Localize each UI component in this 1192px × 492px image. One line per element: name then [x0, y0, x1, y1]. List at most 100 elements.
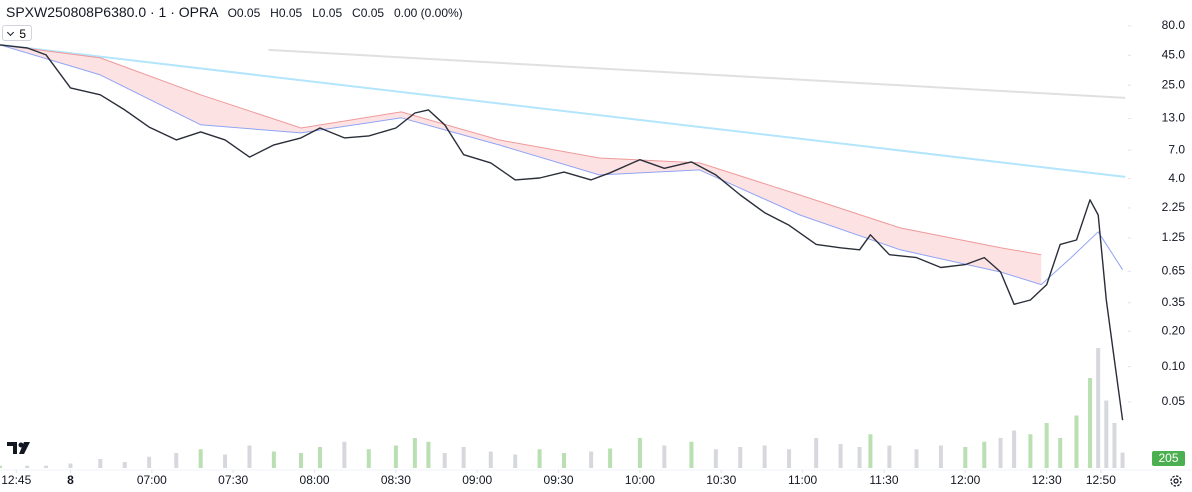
settings-icon[interactable] — [1170, 475, 1182, 487]
volume-bar — [1058, 438, 1063, 468]
ohlc-value: 0.05 — [360, 6, 385, 20]
x-tick-label: 12:00 — [950, 473, 980, 487]
x-tick-label: 8 — [67, 473, 74, 487]
volume-bar — [44, 465, 49, 468]
x-tick-label: 12:30 — [1032, 473, 1062, 487]
volume-bar — [1120, 452, 1125, 468]
volume-bar — [174, 453, 179, 468]
x-tick-label: 07:00 — [137, 473, 167, 487]
volume-bar — [713, 449, 718, 468]
symbol: SPXW250808P6380.0 · 1 · OPRA — [6, 4, 218, 20]
x-tick-label: 07:30 — [218, 473, 248, 487]
volume-bar — [1074, 415, 1079, 468]
volume-bar — [513, 454, 518, 468]
y-tick-label: 2.25 — [1162, 200, 1186, 214]
volume-bar — [342, 441, 347, 468]
volume-bar — [25, 465, 30, 468]
volume-bar — [887, 445, 892, 468]
volume-bar — [857, 447, 862, 468]
volume-bar — [122, 462, 127, 468]
volume-bar — [0, 465, 2, 468]
line-series — [0, 44, 1124, 421]
x-tick-label: 09:00 — [462, 473, 492, 487]
volume-bar — [271, 451, 276, 468]
y-tick-label: 25.0 — [1162, 77, 1186, 91]
volume-bar — [247, 445, 252, 468]
volume-bar — [488, 451, 493, 468]
x-tick-label: 08:30 — [381, 473, 411, 487]
ohlc-label: H — [270, 6, 279, 20]
volume-bar — [689, 441, 694, 468]
volume-bar — [963, 447, 968, 468]
y-tick-label: 7.0 — [1168, 142, 1185, 156]
ohlc-value: 0.05 — [318, 6, 343, 20]
volume-badge — [1152, 451, 1185, 466]
volume-bar — [1112, 423, 1117, 468]
volume-bar — [982, 441, 987, 468]
x-tick-label: 10:30 — [706, 473, 736, 487]
y-tick-label: 1.25 — [1162, 230, 1186, 244]
volume-bar — [1044, 423, 1049, 468]
y-tick-label: 0.10 — [1162, 359, 1186, 373]
volume-bar — [223, 454, 228, 468]
y-tick-label: 0.65 — [1162, 263, 1186, 277]
change: 0.00 (0.00%) — [393, 6, 463, 20]
volume-bar — [198, 449, 203, 468]
volume-bar — [393, 445, 398, 468]
volume-bar — [787, 449, 792, 468]
x-tick-label: 12:45 — [1, 473, 31, 487]
volume-bar — [1012, 430, 1017, 468]
interval-button[interactable]: 5 — [2, 25, 32, 41]
volume-bar — [298, 453, 303, 468]
x-tick-label: 10:00 — [625, 473, 655, 487]
volume-bar — [1096, 348, 1101, 468]
x-tick-label: 12:50 — [1086, 473, 1116, 487]
ohlc-label: C — [352, 6, 361, 20]
volume-bar — [637, 438, 642, 468]
volume-bar — [608, 448, 613, 468]
ohlc-value: 0.05 — [278, 6, 303, 20]
band-layer — [0, 44, 1042, 285]
volume-bar — [1028, 434, 1033, 468]
y-tick-label: 0.20 — [1162, 324, 1186, 338]
y-tick-label: 4.0 — [1168, 171, 1185, 185]
volume-bar — [317, 447, 322, 468]
x-tick-label: 11:30 — [869, 473, 898, 487]
volume-bar — [662, 445, 667, 468]
volume-bar — [147, 456, 152, 468]
volume-bar — [589, 451, 594, 468]
volume-bar — [68, 463, 73, 468]
ohlc-label: O — [227, 6, 237, 20]
volume-badge-label: 205 — [1158, 451, 1178, 465]
volume-bar — [838, 444, 843, 468]
y-tick-label: 45.0 — [1162, 47, 1186, 61]
legend-header: SPXW250808P6380.0 · 1 · OPRA O0.05 H0.05… — [6, 4, 463, 20]
volume-bar — [98, 459, 103, 468]
volume-bar — [914, 449, 919, 468]
ohlc-value: 0.05 — [236, 6, 261, 20]
line-series — [0, 44, 1124, 286]
volume-bar — [461, 447, 466, 468]
line-series — [0, 44, 1042, 256]
x-tick-label: 09:30 — [544, 473, 574, 487]
volume-bar — [412, 438, 417, 468]
tv-logo — [7, 442, 30, 454]
volume-bar — [814, 438, 819, 468]
line-series — [0, 43, 1126, 178]
y-tick-label: 0.35 — [1162, 295, 1186, 309]
volume-bar — [1104, 400, 1109, 468]
volume-bar — [1088, 378, 1093, 468]
x-tick-label: 11:00 — [788, 473, 817, 487]
volume-bar — [537, 449, 542, 468]
volume-bar — [738, 447, 743, 468]
y-tick-label: 0.05 — [1162, 394, 1186, 408]
ma-band — [0, 44, 1042, 285]
volume-bar — [442, 453, 447, 468]
ohlc-label: L — [312, 6, 319, 20]
line-series — [268, 48, 1126, 99]
volume-bar — [762, 445, 767, 468]
volume-bar — [998, 438, 1003, 468]
volume-bar — [562, 453, 566, 468]
